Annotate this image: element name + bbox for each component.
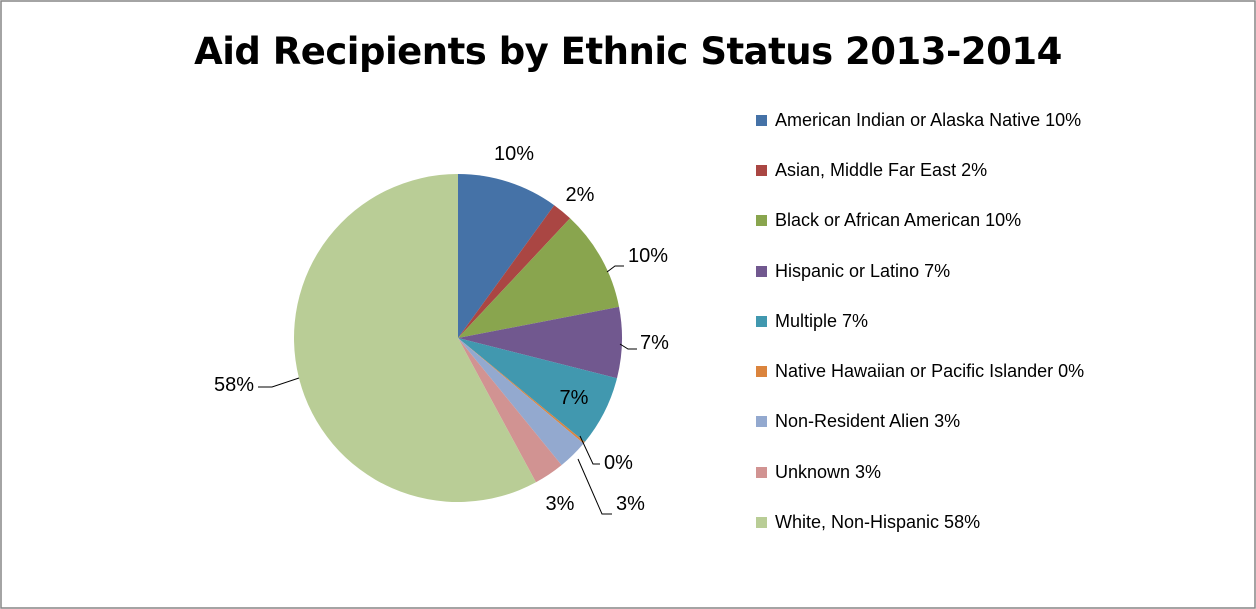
legend-item: Non-Resident Alien 3% [756,397,1084,447]
pie-slice [458,306,622,379]
legend-swatch [756,265,767,277]
data-label: 3% [546,493,575,515]
legend-item: American Indian or Alaska Native 10% [756,95,1084,145]
data-label: 10% [494,143,534,165]
leader-line [579,435,600,465]
pie-slice [458,218,620,338]
legend-swatch [756,416,767,428]
legend-item: Asian, Middle Far East 2% [756,145,1084,195]
legend-swatch [756,215,767,227]
legend-swatch [756,164,767,176]
legend-swatch [756,315,767,327]
leader-line [619,343,637,350]
legend-label: White, Non-Hispanic 58% [775,512,981,533]
legend-item: Unknown 3% [756,447,1084,497]
leader-line [258,377,300,388]
data-label: 0% [604,452,633,474]
chart-title: Aid Recipients by Ethnic Status 2013-201… [194,30,1062,73]
pie-slice [458,338,585,444]
legend-swatch [756,366,767,378]
legend-label: American Indian or Alaska Native 10% [775,109,1082,130]
data-label: 3% [616,493,645,515]
legend-label: Hispanic or Latino 7% [775,260,951,281]
legend-label: Native Hawaiian or Pacific Islander 0% [775,361,1085,382]
legend-swatch [756,517,767,529]
pie-slice [458,338,562,483]
legend-label: Unknown 3% [775,461,882,482]
legend-item: Hispanic or Latino 7% [756,246,1084,296]
data-labels: 10% 2% 10% 7% 7% 0% 3% 3% 58% [214,143,669,515]
legend-label: Multiple 7% [775,310,869,331]
legend-swatch [756,114,767,126]
legend-label: Non-Resident Alien 3% [775,411,961,432]
legend-label: Asian, Middle Far East 2% [775,159,988,180]
leader-line [577,458,612,515]
legend-item: Black or African American 10% [756,196,1084,246]
data-label: 2% [566,184,595,206]
pie-slice [458,174,555,338]
data-label: 10% [628,245,668,267]
pie-slice [458,338,617,442]
data-label: 7% [640,332,669,354]
legend-item: Multiple 7% [756,296,1084,346]
pie-slices [293,174,622,502]
legend-item: White, Non-Hispanic 58% [756,497,1084,547]
legend-swatch [756,466,767,478]
legend-label: Black or African American 10% [775,210,1022,231]
pie-slice [458,205,571,338]
data-label: 7% [560,387,589,409]
leader-lines [258,265,637,515]
legend: American Indian or Alaska Native 10% Asia… [756,95,1084,548]
leader-line [606,265,624,273]
data-label: 58% [214,374,254,396]
legend-item: Native Hawaiian or Pacific Islander 0% [756,346,1084,396]
pie-slice [293,174,536,502]
pie-slice [458,338,584,466]
